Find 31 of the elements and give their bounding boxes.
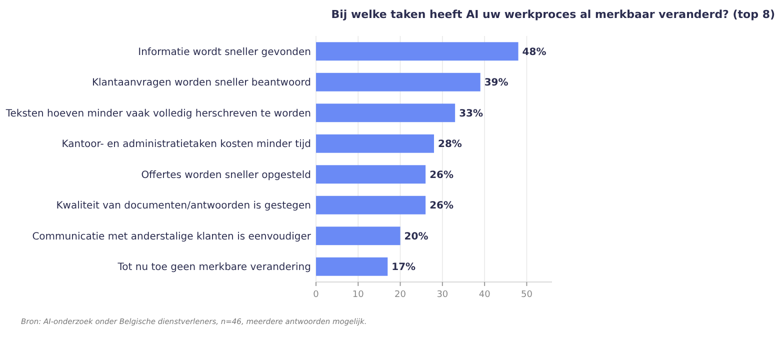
x-tick-label: 0 (313, 290, 320, 300)
y-tick-label: Communicatie met anderstalige klanten is eenvoudiger (32, 231, 312, 242)
bar (316, 72, 480, 92)
x-tick-label: 10 (352, 290, 364, 300)
bar (316, 226, 400, 246)
chart-title: Bij welke taken heeft AI uw werkproces al merkbaar veranderd? (top 8) (331, 8, 775, 21)
y-tick-label: Teksten hoeven minder vaak volledig herschreven te worden (4, 108, 311, 120)
data-label: 33% (459, 108, 484, 120)
data-label: 20% (404, 231, 428, 242)
data-label: 48% (522, 46, 546, 58)
bar (316, 134, 434, 153)
x-tick-label: 20 (394, 290, 406, 300)
bar (316, 196, 426, 214)
y-tick-label: Klantaanvragen worden sneller beantwoord (92, 78, 311, 89)
data-label: 39% (484, 78, 508, 89)
y-tick-label: Kantoor- en administratietaken kosten minder tijd (62, 139, 311, 150)
data-label: 28% (438, 139, 462, 150)
bar (316, 42, 518, 61)
bar (316, 104, 456, 122)
x-tick-label: 40 (478, 290, 491, 300)
x-tick-label: 50 (520, 290, 533, 300)
y-tick-label: Offertes worden sneller opgesteld (141, 170, 311, 181)
y-tick-label: Tot nu toe geen merkbare verandering (116, 262, 311, 274)
data-label: 17% (392, 262, 416, 274)
data-label: 26% (430, 200, 454, 212)
y-tick-label: Kwaliteit van documenten/antwoorden is gestegen (56, 200, 311, 212)
y-tick-label: Informatie wordt sneller gevonden (138, 46, 311, 58)
data-label: 26% (430, 170, 454, 181)
bar (316, 257, 388, 276)
x-tick-label: 30 (436, 290, 448, 300)
bar (316, 165, 426, 184)
